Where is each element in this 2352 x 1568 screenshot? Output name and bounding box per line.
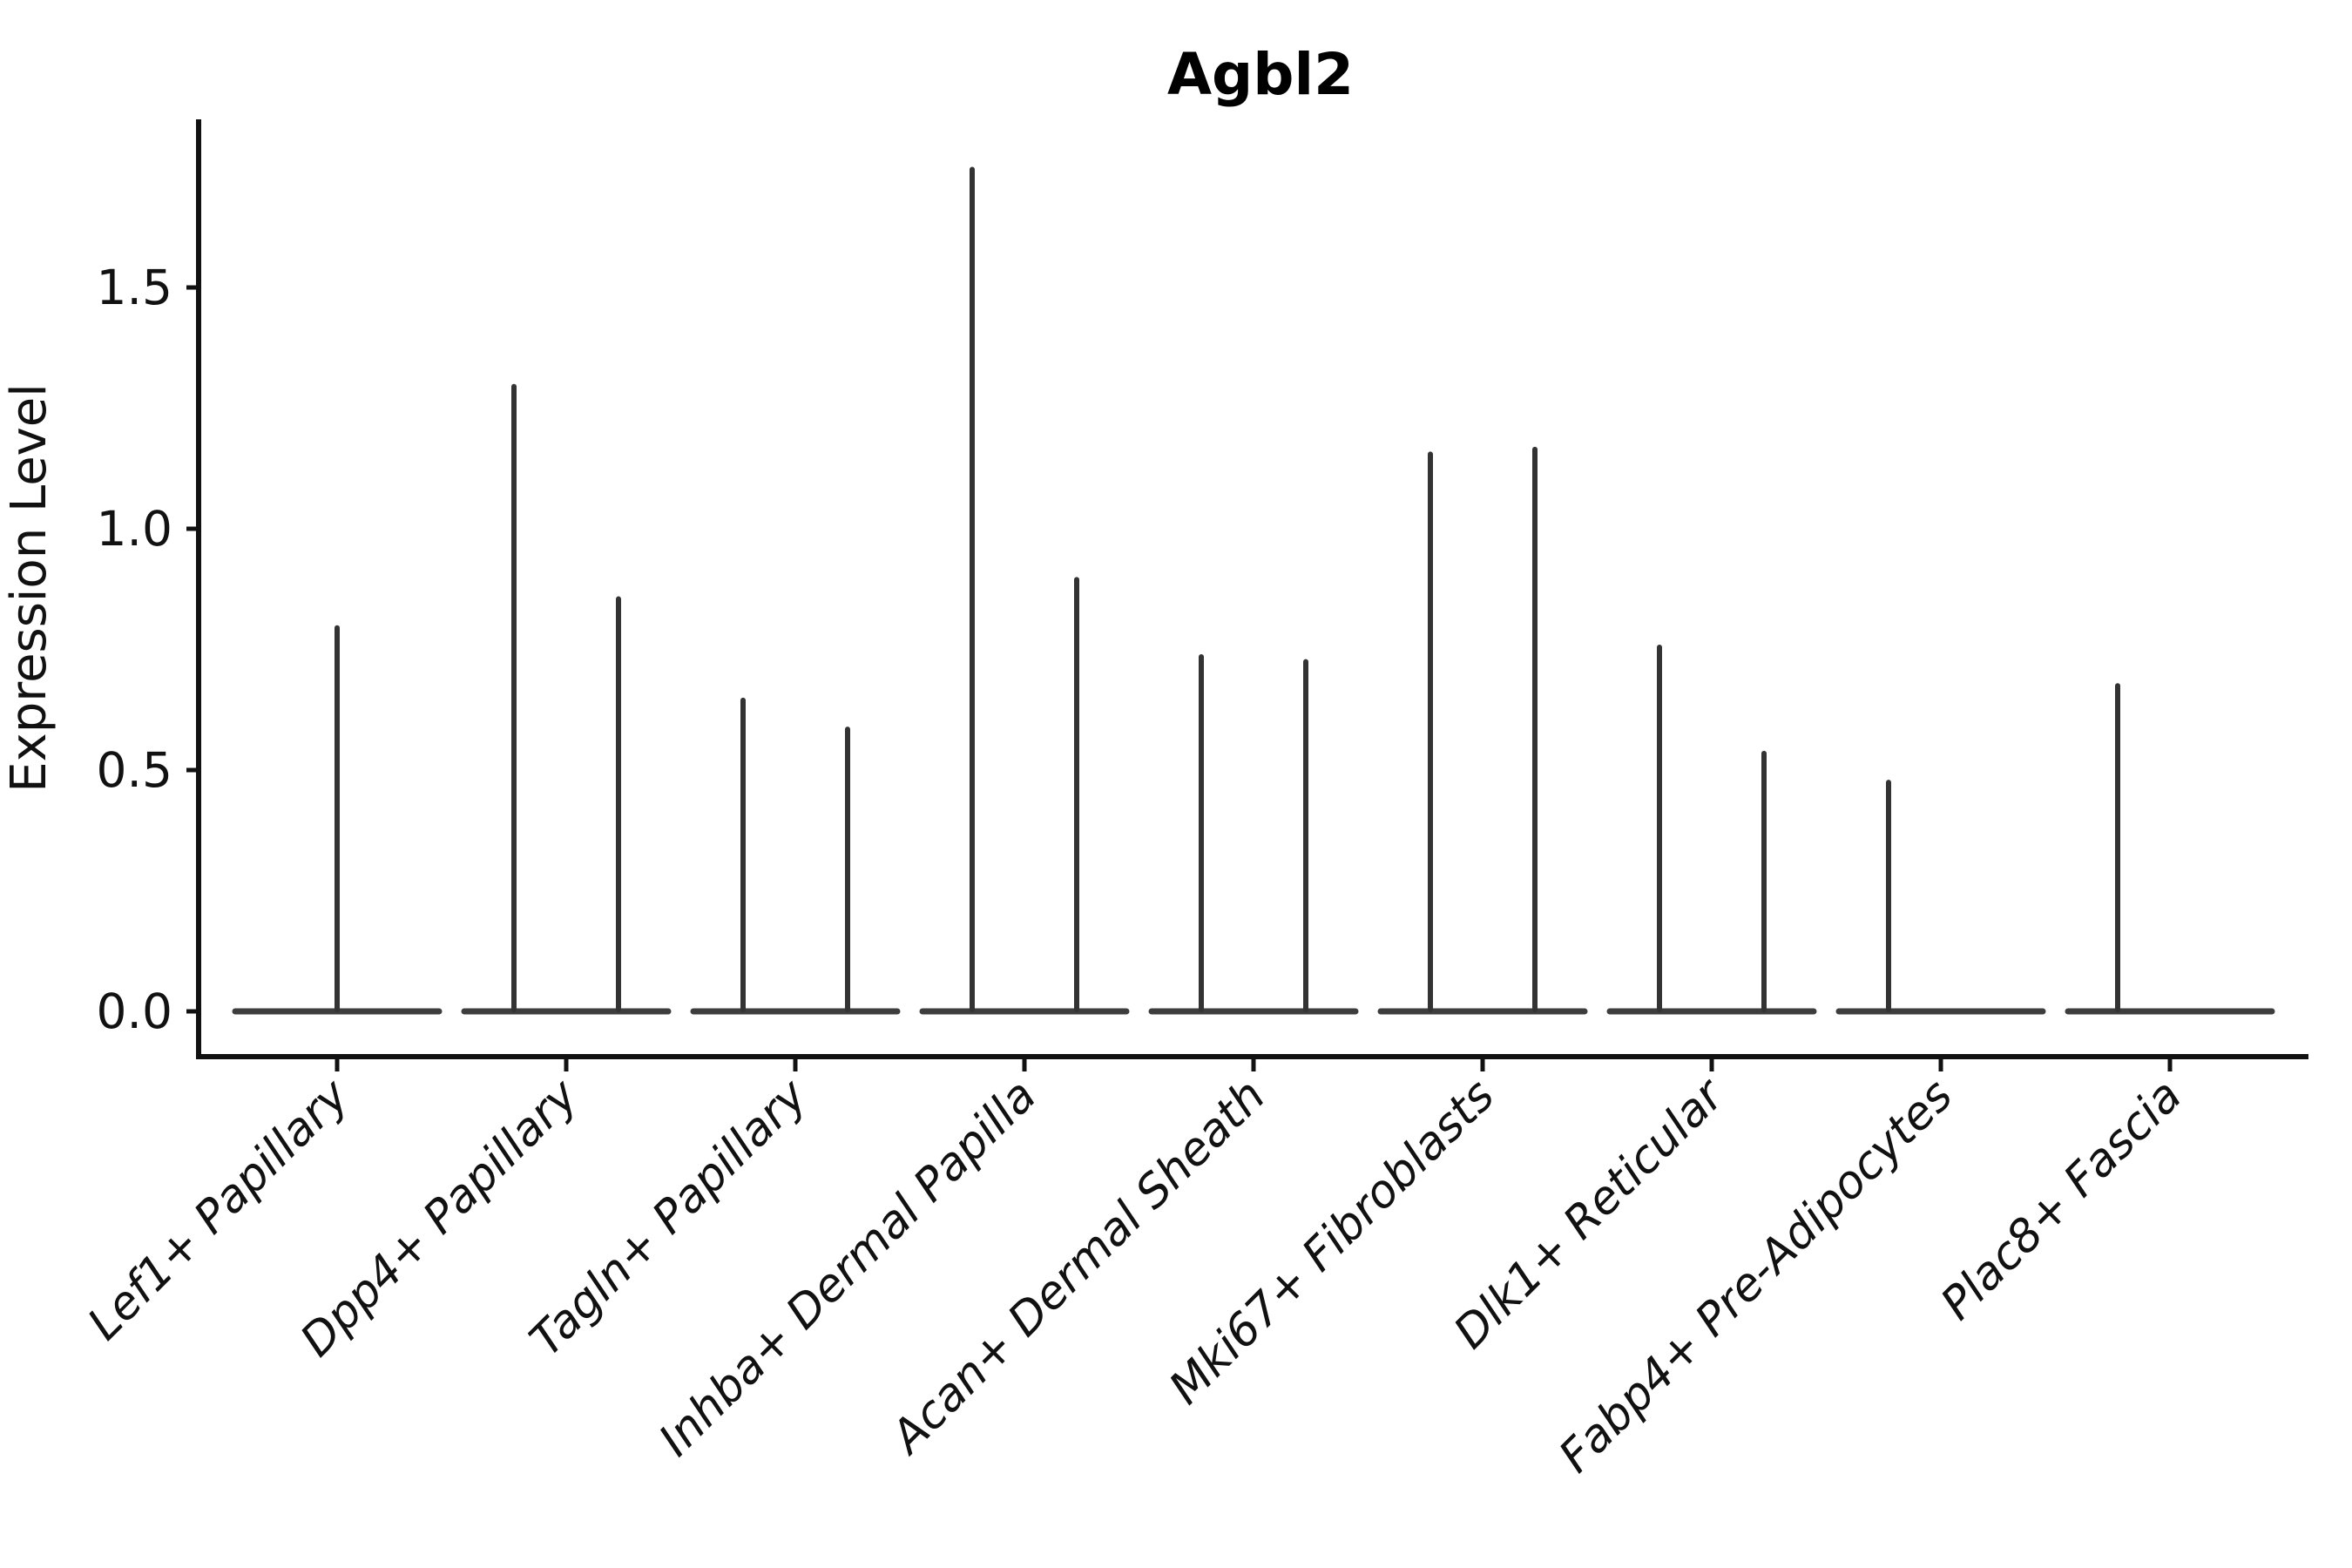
x-axis-category-label: Plac8+ Fascia	[1931, 1070, 2192, 1330]
y-tick-label: 0.5	[97, 742, 172, 798]
y-tick-label: 0.0	[97, 983, 172, 1039]
plot-title: Agbl2	[1167, 41, 1354, 108]
y-axis-label: Expression Level	[1, 383, 57, 793]
x-axis-category-label: Acan+ Dermal Sheath	[880, 1070, 1275, 1465]
x-axis-category-label: Inhba+ Dermal Papilla	[649, 1070, 1046, 1467]
violin-layer	[232, 166, 2275, 1015]
x-axis-category-label: Fabp4+ Pre-Adipocytes	[1550, 1070, 1963, 1484]
y-tick-label: 1.5	[97, 260, 172, 315]
axes-layer: 0.0 0.5 1.0 1.5	[97, 119, 2308, 1071]
y-tick-label: 1.0	[97, 501, 172, 557]
